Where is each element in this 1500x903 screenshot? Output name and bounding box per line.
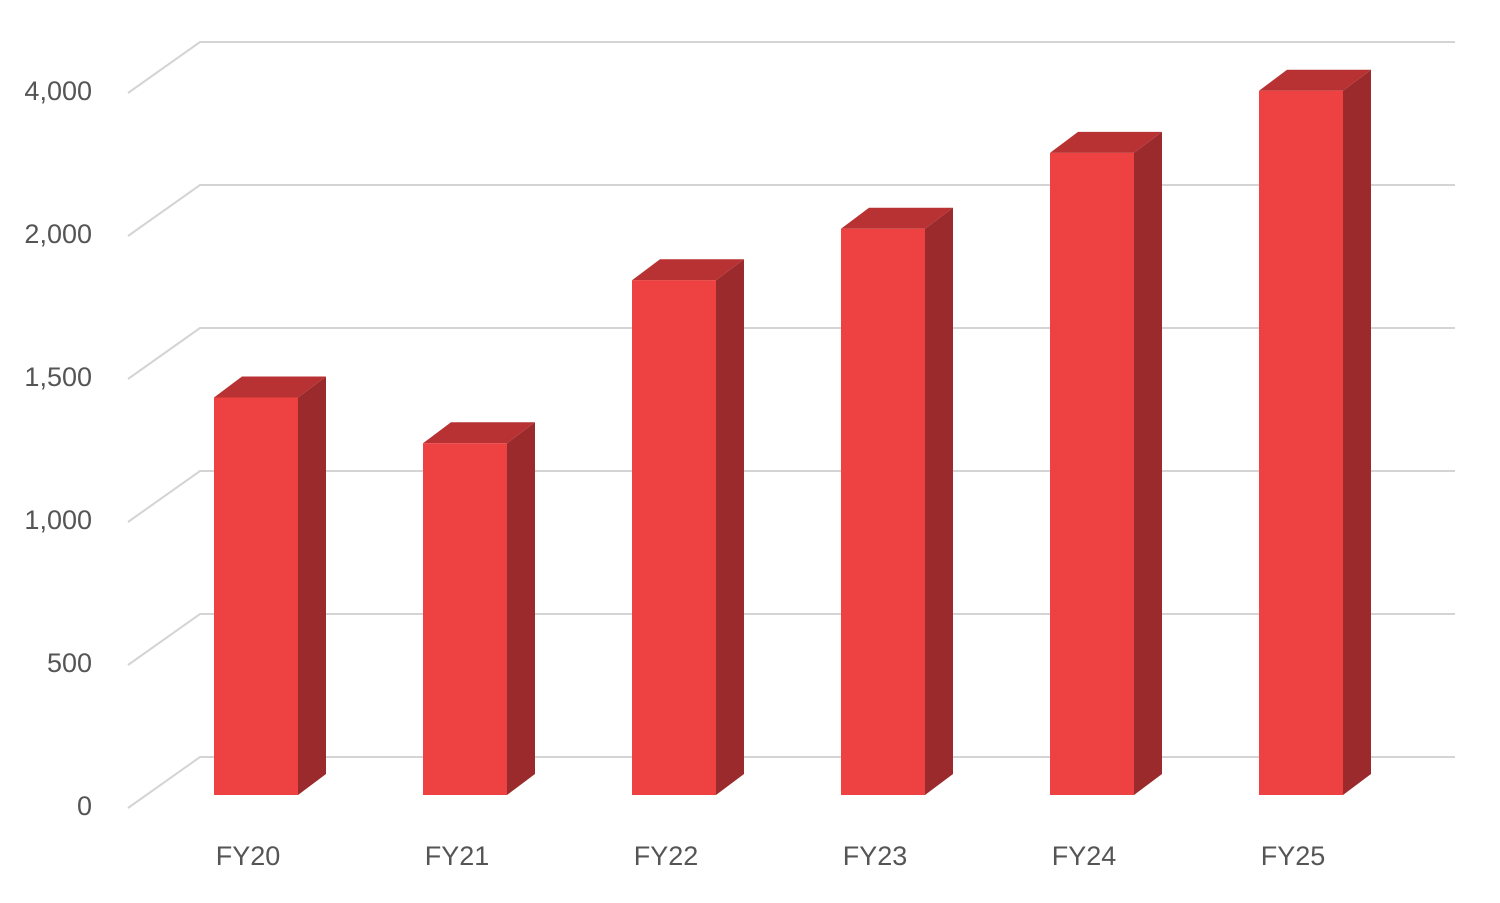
y-tick-label: 0	[77, 791, 92, 821]
y-tick-label: 4,000	[24, 76, 92, 106]
bar-side	[1343, 69, 1371, 796]
grid-line	[127, 613, 1455, 666]
bar	[1259, 90, 1343, 796]
y-tick-label: 500	[47, 648, 92, 678]
grid-line	[127, 41, 1455, 94]
x-tick-label: FY24	[1052, 841, 1117, 871]
bar-top	[1050, 131, 1162, 153]
x-tick-label: FY23	[843, 841, 908, 871]
bar	[841, 228, 925, 796]
bar-top	[841, 207, 953, 229]
y-tick-label: 2,000	[24, 219, 92, 249]
grid-line	[127, 756, 1455, 809]
bar-side	[716, 259, 744, 795]
bar-top	[423, 422, 535, 444]
grid-line	[127, 184, 1455, 237]
y-tick-label: 1,000	[24, 505, 92, 535]
x-tick-label: FY22	[634, 841, 699, 871]
bar	[1050, 152, 1134, 795]
bar-side	[925, 207, 953, 796]
grid-line	[127, 470, 1455, 523]
bar	[632, 280, 716, 795]
bar-top	[632, 259, 744, 281]
bar-side	[507, 422, 535, 795]
bar	[214, 397, 298, 795]
bar-side	[1134, 131, 1162, 795]
x-tick-label: FY25	[1261, 841, 1326, 871]
x-tick-label: FY21	[425, 841, 490, 871]
bar-top	[214, 376, 326, 398]
bar-side	[298, 376, 326, 795]
bar	[423, 443, 507, 795]
y-tick-label: 1,500	[24, 362, 92, 392]
grid-line	[127, 327, 1455, 380]
bar-top	[1259, 69, 1371, 91]
x-tick-label: FY20	[216, 841, 281, 871]
